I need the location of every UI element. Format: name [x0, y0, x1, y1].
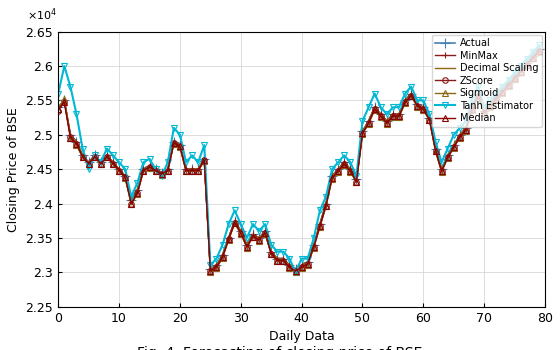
Decimal Scaling: [207, 267, 214, 271]
Line: Tanh Estimator: Tanh Estimator: [55, 42, 543, 276]
Actual: [353, 177, 360, 182]
Tanh Estimator: [55, 91, 62, 96]
ZScore: [347, 169, 354, 173]
Median: [487, 104, 494, 108]
Tanh Estimator: [347, 160, 354, 164]
Line: MinMax: MinMax: [55, 46, 543, 272]
Sigmoid: [371, 108, 378, 112]
MinMax: [390, 112, 396, 116]
Median: [274, 258, 281, 262]
Decimal Scaling: [55, 105, 62, 109]
X-axis label: Daily Data: Daily Data: [269, 330, 334, 343]
Line: Sigmoid: Sigmoid: [55, 49, 542, 274]
Legend: Actual, MinMax, Decimal Scaling, ZScore, Sigmoid, Tanh Estimator, Median: Actual, MinMax, Decimal Scaling, ZScore,…: [432, 35, 542, 127]
Tanh Estimator: [487, 98, 494, 103]
Decimal Scaling: [487, 102, 494, 106]
Decimal Scaling: [390, 112, 396, 116]
Decimal Scaling: [535, 47, 542, 51]
Actual: [55, 105, 62, 109]
Actual: [487, 102, 494, 106]
MinMax: [371, 105, 378, 109]
MinMax: [535, 47, 542, 51]
ZScore: [371, 107, 378, 111]
Decimal Scaling: [371, 105, 378, 109]
Tanh Estimator: [292, 270, 299, 274]
Decimal Scaling: [347, 167, 354, 171]
MinMax: [487, 102, 494, 106]
Sigmoid: [207, 270, 214, 274]
Actual: [371, 105, 378, 109]
Sigmoid: [390, 115, 396, 119]
Median: [347, 169, 354, 173]
Text: $\times10^4$: $\times10^4$: [26, 7, 57, 23]
Line: ZScore: ZScore: [55, 48, 542, 274]
ZScore: [55, 108, 62, 113]
ZScore: [390, 114, 396, 118]
Decimal Scaling: [274, 257, 281, 261]
MinMax: [347, 167, 354, 171]
Tanh Estimator: [390, 105, 396, 109]
Sigmoid: [55, 106, 62, 111]
Tanh Estimator: [535, 43, 542, 48]
Actual: [207, 267, 214, 271]
Sigmoid: [353, 180, 360, 184]
Tanh Estimator: [353, 174, 360, 178]
ZScore: [207, 269, 214, 273]
Y-axis label: Closing Price of BSE: Closing Price of BSE: [7, 107, 20, 231]
Decimal Scaling: [353, 177, 360, 182]
Median: [353, 180, 360, 184]
Sigmoid: [347, 170, 354, 174]
MinMax: [274, 257, 281, 261]
MinMax: [207, 267, 214, 271]
MinMax: [55, 105, 62, 109]
Median: [55, 107, 62, 111]
Median: [390, 114, 396, 118]
ZScore: [353, 180, 360, 184]
Actual: [274, 257, 281, 261]
ZScore: [274, 258, 281, 262]
Median: [535, 49, 542, 53]
Text: Fig. 4  Forecasting of closing price of BSE: Fig. 4 Forecasting of closing price of B…: [137, 346, 423, 350]
Line: Decimal Scaling: Decimal Scaling: [58, 49, 539, 269]
Median: [371, 107, 378, 111]
Sigmoid: [535, 49, 542, 54]
Actual: [390, 112, 396, 116]
Line: Median: Median: [55, 48, 542, 274]
ZScore: [487, 104, 494, 108]
Sigmoid: [274, 259, 281, 263]
Tanh Estimator: [371, 91, 378, 96]
Actual: [347, 167, 354, 171]
Median: [207, 269, 214, 273]
Sigmoid: [487, 104, 494, 108]
ZScore: [535, 49, 542, 53]
Line: Actual: Actual: [53, 44, 544, 274]
MinMax: [353, 177, 360, 182]
Actual: [535, 47, 542, 51]
Tanh Estimator: [268, 243, 274, 247]
